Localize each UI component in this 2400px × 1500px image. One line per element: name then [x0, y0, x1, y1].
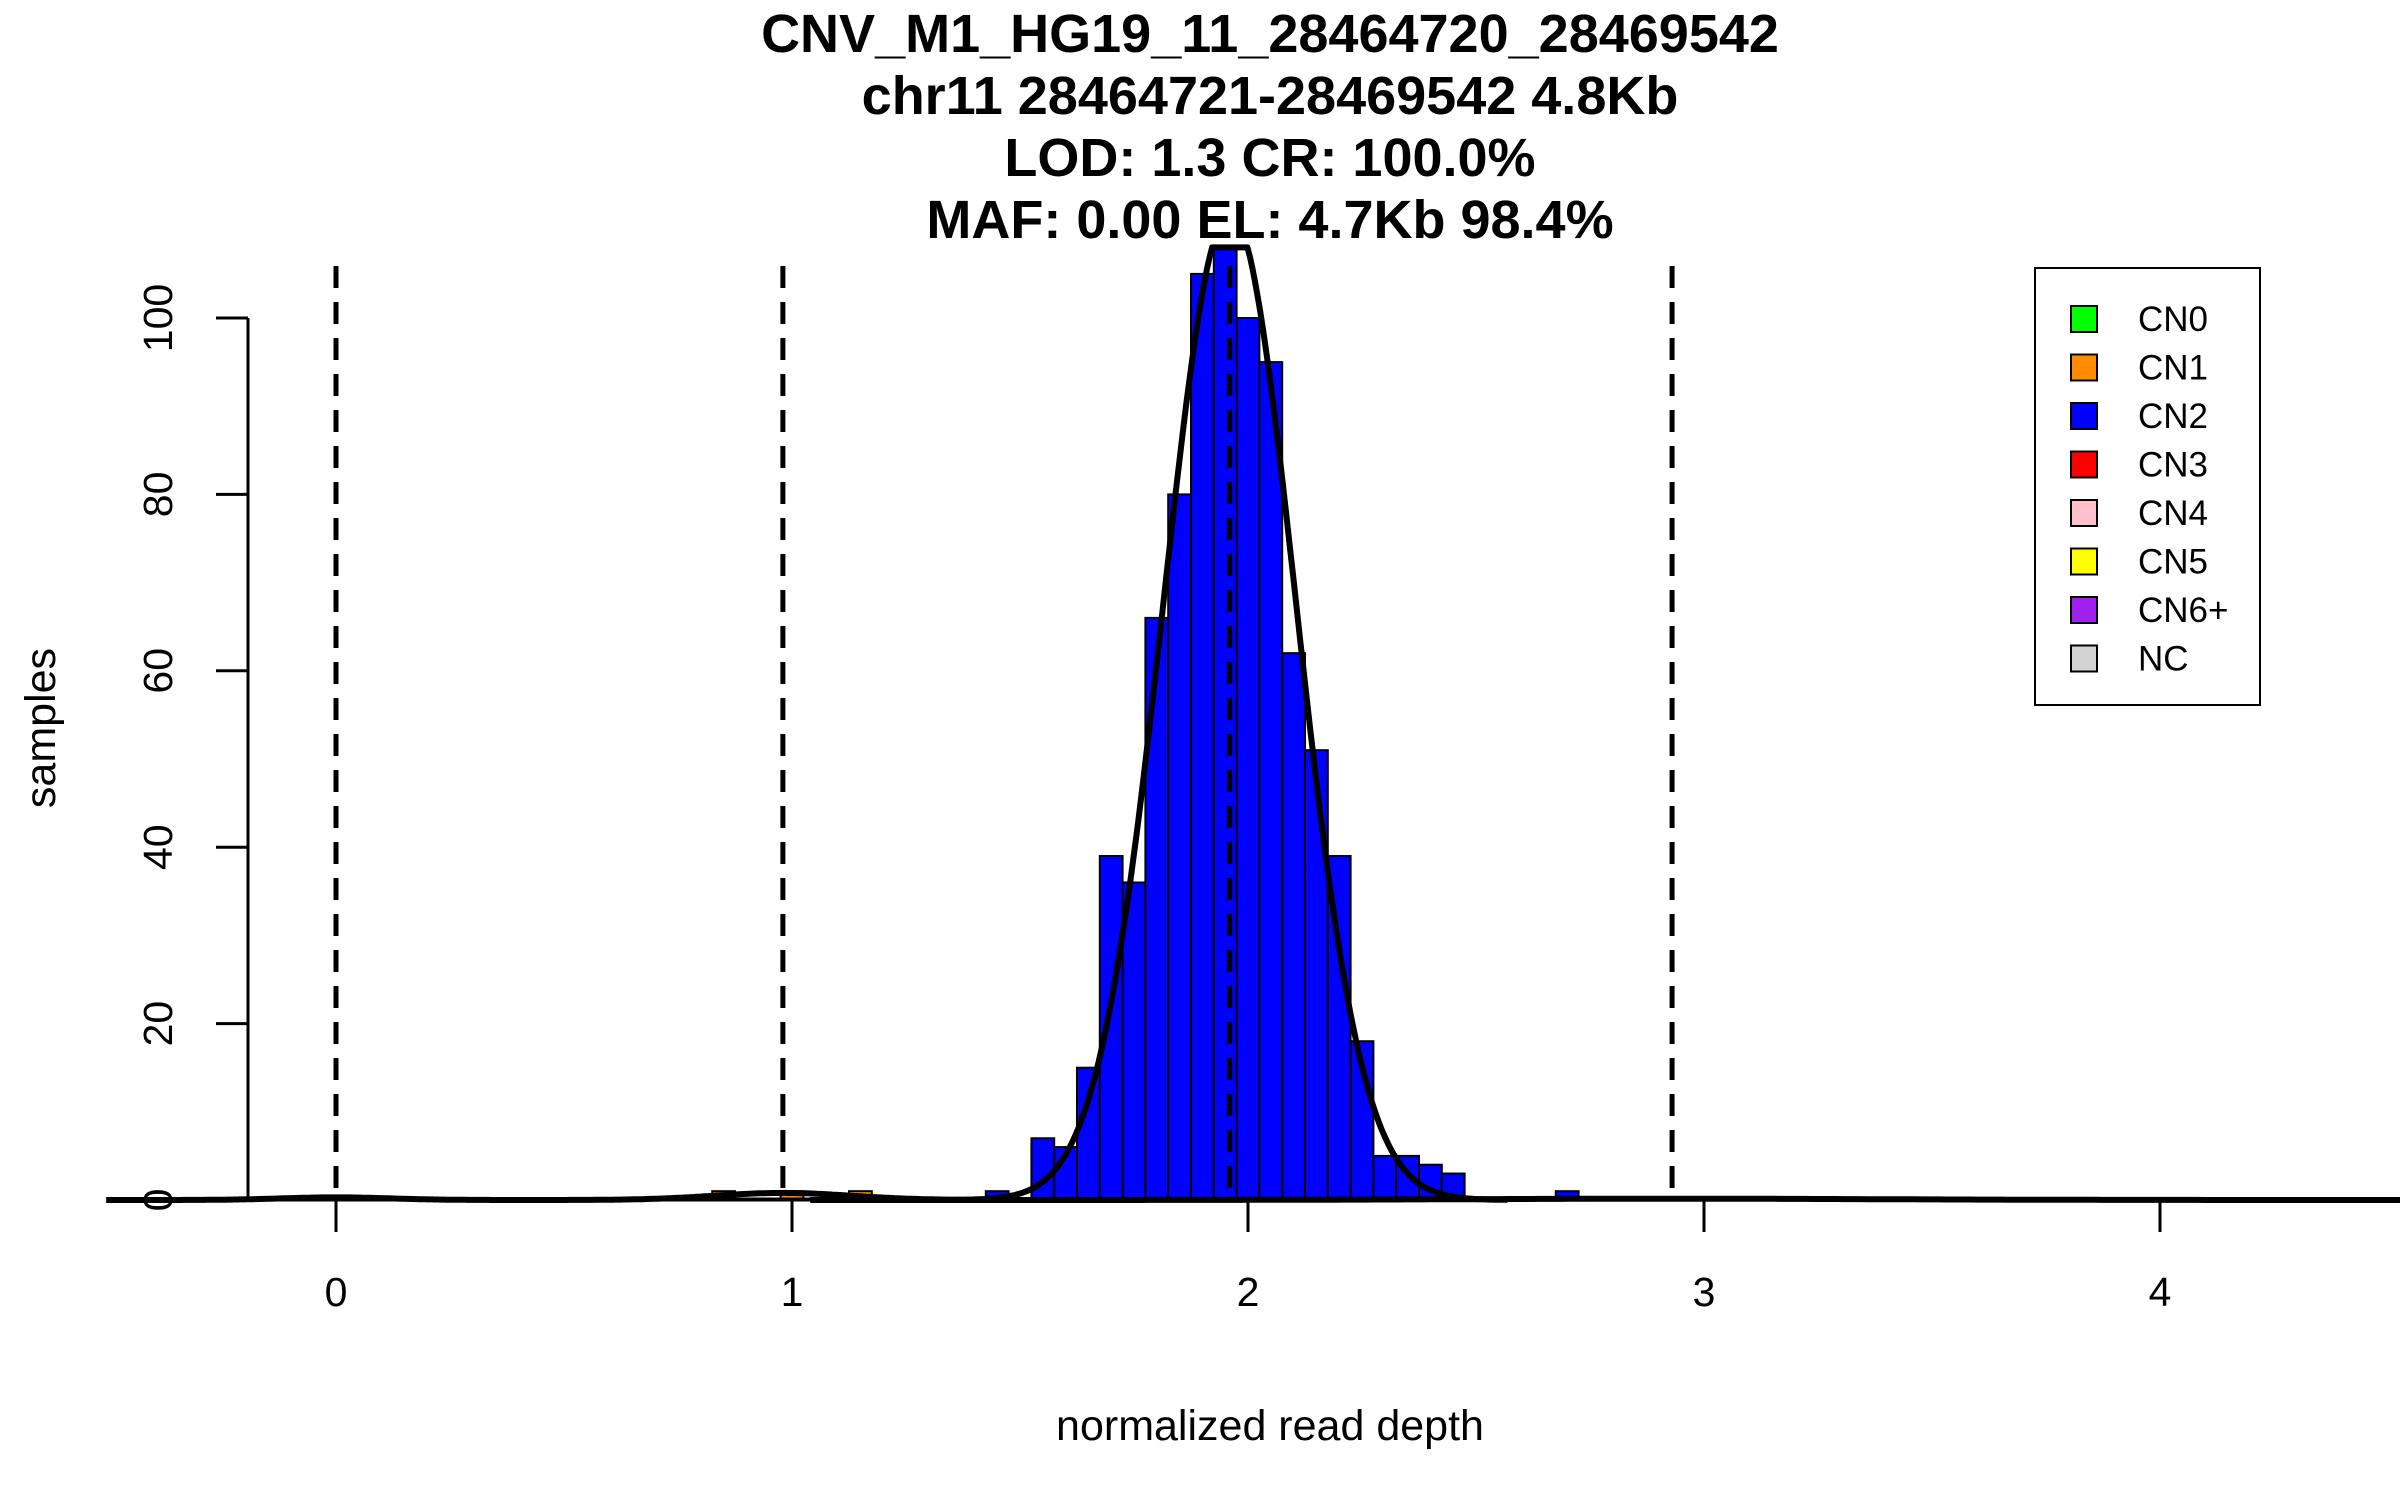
- histogram-bar-cn2: [1304, 749, 1329, 1201]
- histogram-bar-cn2: [1144, 616, 1170, 1201]
- legend-label-cn1: CN1: [2138, 349, 2208, 388]
- legend-label-cn2: CN2: [2138, 397, 2208, 436]
- legend-swatch-cn3: [2070, 450, 2098, 479]
- histogram-bar-cn2: [1372, 1154, 1398, 1202]
- title-line-2: chr11 28464721-28469542 4.8Kb: [862, 66, 1679, 126]
- legend-swatch-cn4: [2070, 499, 2098, 527]
- x-tick-label: 4: [2149, 1269, 2172, 1315]
- legend-label-cn5: CN5: [2138, 543, 2208, 582]
- histogram-bar-cn2: [1167, 493, 1192, 1201]
- histogram-bar-cn2: [1235, 317, 1261, 1201]
- legend-swatch-nc: [2070, 644, 2098, 673]
- x-tick-label: 2: [1237, 1269, 1260, 1315]
- y-tick-label: 20: [135, 1001, 181, 1047]
- fit-curve: [951, 244, 1508, 1203]
- histogram-bar-cn2: [1030, 1137, 1056, 1202]
- chart-title: CNV_M1_HG19_11_28464720_28469542 chr11 2…: [761, 4, 1779, 250]
- x-tick-label: 1: [781, 1269, 804, 1315]
- histogram-bar-cn2: [1258, 361, 1284, 1202]
- legend-swatch-cn2: [2070, 402, 2098, 430]
- title-line-4: MAF: 0.00 EL: 4.7Kb 98.4%: [926, 190, 1613, 250]
- fit-curve: [810, 1195, 2400, 1203]
- y-tick-label: 60: [135, 648, 181, 694]
- y-tick-label: 100: [135, 284, 181, 352]
- legend-label-cn6plus: CN6+: [2138, 591, 2228, 630]
- histogram-bar-cn2: [1212, 246, 1238, 1201]
- legend-swatch-cn0: [2070, 305, 2098, 333]
- legend: CN0 CN1 CN2 CN3 CN4 CN5 CN6+ NC: [2034, 267, 2261, 706]
- legend-box: [2034, 267, 2261, 706]
- title-line-3: LOD: 1.3 CR: 100.0%: [1004, 128, 1535, 188]
- title-line-1: CNV_M1_HG19_11_28464720_28469542: [761, 4, 1779, 64]
- legend-label-nc: NC: [2138, 640, 2189, 679]
- x-tick-label: 0: [325, 1269, 348, 1315]
- histogram-bar-cn2: [1281, 652, 1306, 1201]
- y-axis-label: samples: [17, 648, 65, 808]
- legend-swatch-cn1: [2070, 353, 2098, 382]
- histogram-bar-cn2: [1190, 272, 1215, 1201]
- x-axis-label: normalized read depth: [1056, 1402, 1484, 1450]
- fit-curve: [105, 1194, 567, 1203]
- legend-label-cn3: CN3: [2138, 446, 2208, 485]
- y-tick-label: 40: [135, 824, 181, 870]
- legend-label-cn4: CN4: [2138, 494, 2208, 533]
- legend-swatch-cn5: [2070, 547, 2098, 576]
- legend-label-cn0: CN0: [2138, 300, 2208, 339]
- x-tick-label: 3: [1693, 1269, 1716, 1315]
- y-tick-label: 80: [135, 472, 181, 518]
- histogram-bar-cn2: [1076, 1066, 1101, 1201]
- legend-swatch-cn6plus: [2070, 596, 2098, 624]
